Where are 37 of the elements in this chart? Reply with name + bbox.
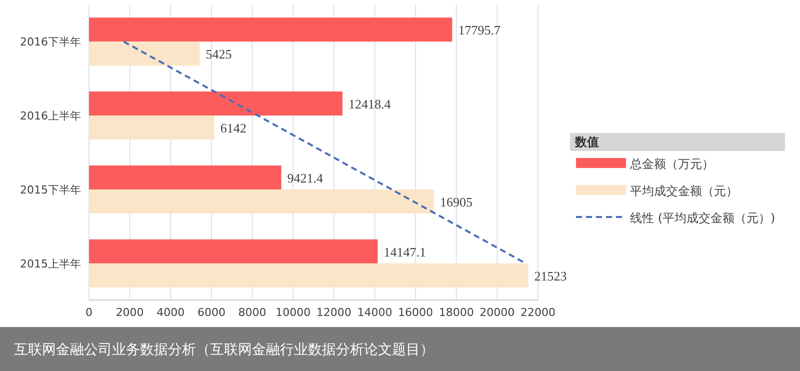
- x-tick-label: 22000: [520, 306, 556, 319]
- bar: [89, 18, 452, 42]
- bar: [89, 189, 434, 214]
- text: 互联网金融公司业务数据分析（互联网金融行业数据分析论文题目）: [14, 342, 434, 358]
- x-tick-label: 16000: [398, 306, 434, 319]
- x-tick-label: 10000: [276, 306, 311, 319]
- bar: [89, 116, 214, 140]
- bar: [89, 239, 378, 264]
- x-tick-label: 6000: [197, 306, 226, 319]
- data-label: 17795.7: [458, 22, 501, 38]
- bar: [89, 165, 282, 190]
- data-label: 16905: [440, 194, 473, 210]
- data-label: 14147.1: [384, 244, 426, 260]
- data-label: 9421.4: [287, 170, 324, 186]
- x-tick-label: 8000: [238, 306, 266, 319]
- legend-label: 线性 (平均成交金额（元）): [630, 211, 776, 225]
- bar: [89, 263, 528, 288]
- x-tick-label: 2000: [116, 306, 144, 319]
- x-tick-label: 4000: [156, 306, 185, 319]
- y-tick-label: 2016上半年: [20, 110, 81, 123]
- x-tick-label: 14000: [357, 306, 392, 319]
- legend-label: 总金额（万元）: [629, 157, 714, 171]
- data-label: 12418.4: [348, 96, 392, 112]
- legend-label: 平均成交金额（元）: [630, 184, 738, 198]
- data-label: 21523: [534, 268, 567, 284]
- y-tick-label: 2015上半年: [20, 257, 81, 270]
- x-tick-label: 18000: [438, 306, 474, 319]
- y-tick-label: 2015下半年: [20, 183, 81, 196]
- bar: [89, 42, 200, 66]
- data-label: 6142: [220, 120, 246, 136]
- bar: [89, 92, 342, 116]
- legend-title: 数值: [574, 135, 599, 149]
- x-tick-label: 12000: [316, 306, 352, 319]
- data-label: 5425: [206, 46, 232, 62]
- y-tick-label: 2016下半年: [20, 36, 81, 49]
- x-tick-label: 0: [86, 306, 92, 319]
- x-tick-label: 20000: [480, 306, 515, 319]
